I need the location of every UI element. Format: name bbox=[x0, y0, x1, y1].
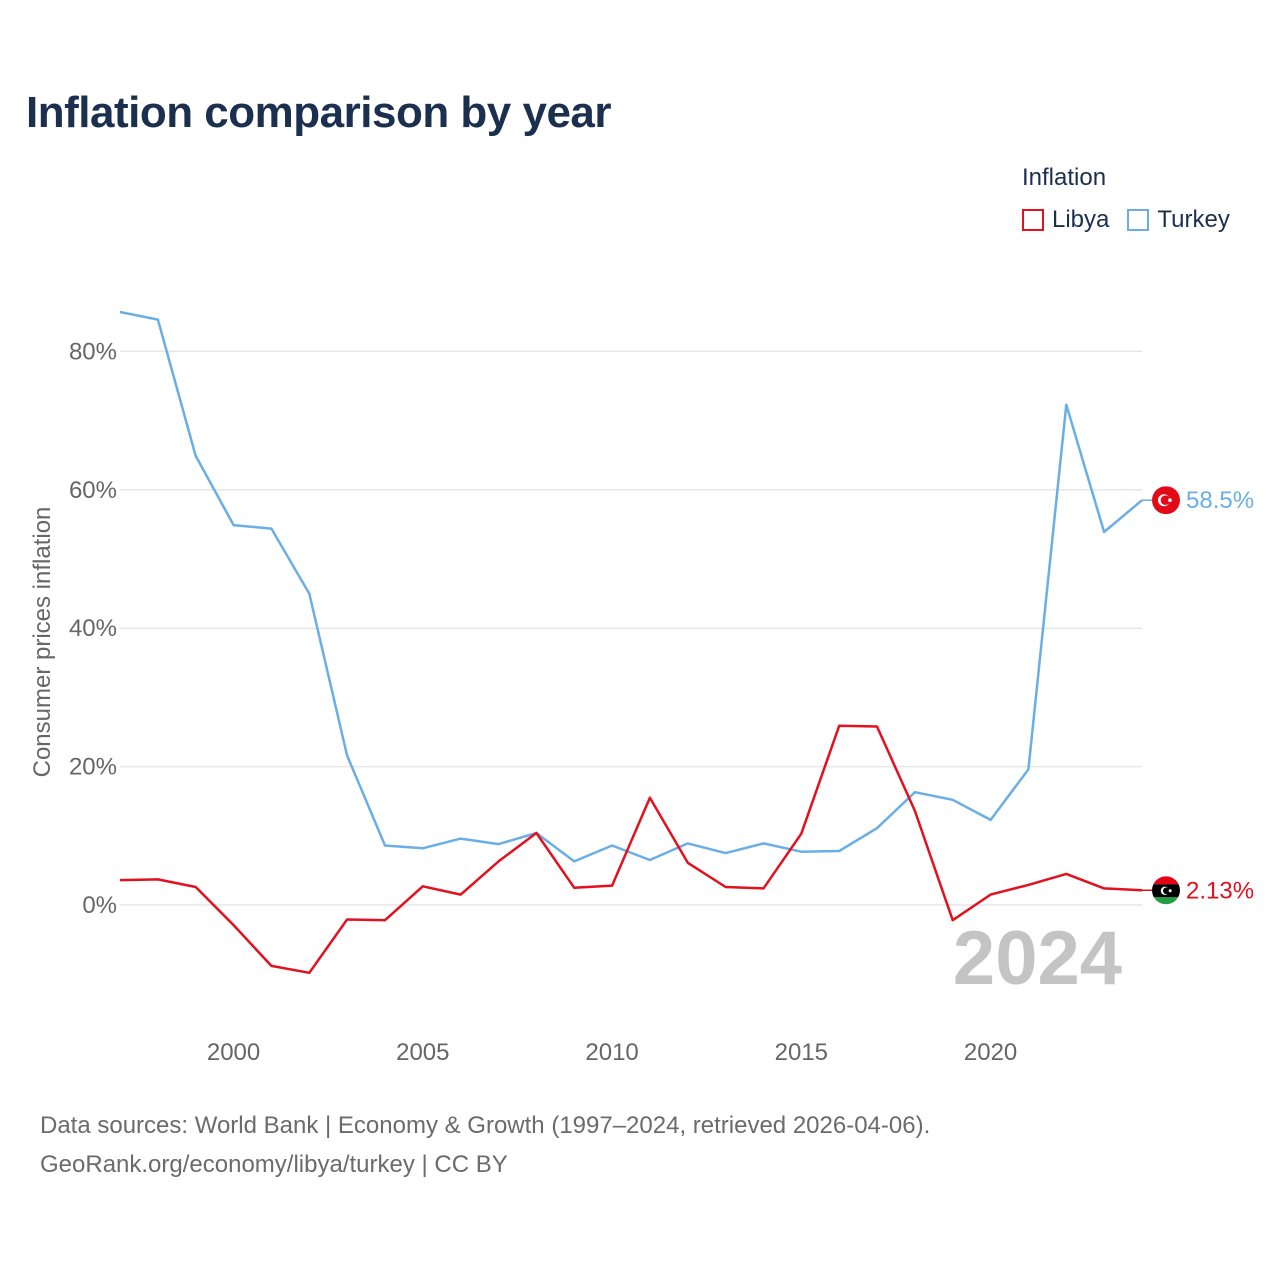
end-label-turkey: 58.5% bbox=[1186, 487, 1254, 514]
x-tick-label: 2010 bbox=[585, 1039, 638, 1066]
turkey-flag-icon bbox=[1152, 486, 1180, 515]
year-watermark: 2024 bbox=[953, 916, 1122, 1001]
x-tick-label: 2015 bbox=[775, 1039, 828, 1066]
libya-flag-icon bbox=[1152, 876, 1180, 905]
footer-sources: Data sources: World Bank | Economy & Gro… bbox=[40, 1112, 931, 1139]
series-end-markers: 58.5% 2.13% bbox=[1142, 486, 1254, 905]
legend-swatch-turkey bbox=[1127, 209, 1150, 231]
y-tick-label: 60% bbox=[69, 477, 117, 504]
y-axis-label: Consumer prices inflation bbox=[29, 507, 56, 778]
x-tick-label: 2005 bbox=[396, 1039, 449, 1066]
series-line-turkey bbox=[119, 310, 1143, 863]
x-tick-label: 2000 bbox=[207, 1039, 260, 1066]
grid-lines bbox=[120, 350, 1142, 906]
legend-item-turkey[interactable]: Turkey bbox=[1127, 206, 1230, 234]
y-tick-label: 20% bbox=[69, 754, 117, 781]
legend-item-libya[interactable]: Libya bbox=[1022, 206, 1109, 234]
line-chart: 0% 20% 40% 60% 80% 2000 2005 2010 2015 2020 Cons… bbox=[29, 310, 1254, 1066]
y-axis-ticks: 0% 20% 40% 60% 80% bbox=[69, 338, 117, 919]
y-tick-label: 0% bbox=[82, 892, 117, 919]
y-tick-label: 80% bbox=[69, 338, 117, 365]
footer-attribution[interactable]: GeoRank.org/economy/libya/turkey | CC BY bbox=[40, 1151, 508, 1178]
legend-label-turkey: Turkey bbox=[1157, 206, 1230, 233]
chart-title: Inflation comparison by year bbox=[26, 88, 612, 137]
legend-label-libya: Libya bbox=[1052, 206, 1110, 233]
series-line-libya bbox=[119, 724, 1143, 975]
y-tick-label: 40% bbox=[69, 615, 117, 642]
legend: Libya Turkey bbox=[1022, 206, 1230, 234]
x-tick-label: 2020 bbox=[964, 1039, 1017, 1066]
footer: Data sources: World Bank | Economy & Gro… bbox=[40, 1106, 930, 1184]
end-label-libya: 2.13% bbox=[1186, 877, 1254, 904]
legend-swatch-libya bbox=[1022, 209, 1044, 231]
x-axis-ticks: 2000 2005 2010 2015 2020 bbox=[207, 1039, 1017, 1066]
legend-title: Inflation bbox=[1022, 164, 1107, 191]
series-lines bbox=[119, 310, 1143, 975]
